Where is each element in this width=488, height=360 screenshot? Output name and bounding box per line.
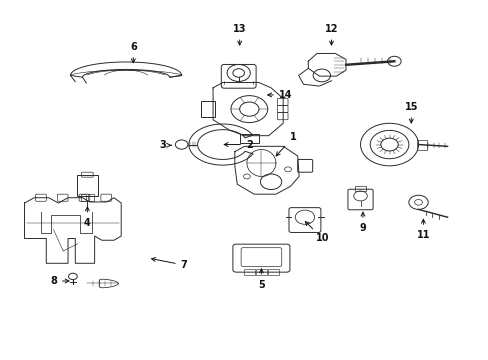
Text: 13: 13 bbox=[232, 24, 246, 45]
Text: 7: 7 bbox=[151, 257, 187, 270]
Text: 5: 5 bbox=[258, 269, 264, 289]
Text: 8: 8 bbox=[50, 276, 69, 286]
Text: 9: 9 bbox=[359, 212, 366, 233]
Text: 6: 6 bbox=[130, 42, 137, 63]
Text: 4: 4 bbox=[84, 207, 91, 228]
Text: 11: 11 bbox=[416, 219, 429, 240]
Text: 14: 14 bbox=[267, 90, 292, 100]
Text: 15: 15 bbox=[404, 102, 417, 123]
Text: 1: 1 bbox=[276, 132, 296, 156]
Text: 2: 2 bbox=[224, 140, 252, 149]
Text: 12: 12 bbox=[324, 24, 338, 45]
Text: 3: 3 bbox=[159, 140, 171, 150]
Text: 10: 10 bbox=[305, 222, 329, 243]
